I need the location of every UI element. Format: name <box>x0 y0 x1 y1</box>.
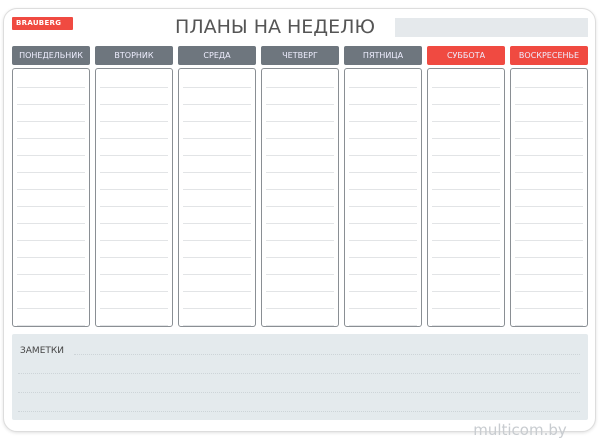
notes-line <box>18 411 580 412</box>
day-header-sunday: ВОСКРЕСЕНЬЕ <box>510 46 588 65</box>
notes-line <box>18 392 580 393</box>
notes-line <box>74 354 580 355</box>
brand-logo: BRAUBERG <box>12 17 73 30</box>
day-column-tuesday[interactable] <box>95 68 173 327</box>
page-title: ПЛАНЫ НА НЕДЕЛЮ <box>175 16 375 38</box>
notes-line <box>18 373 580 374</box>
date-field[interactable] <box>395 18 588 37</box>
day-header-friday: ПЯТНИЦА <box>344 46 422 65</box>
day-header-thursday: ЧЕТВЕРГ <box>261 46 339 65</box>
day-column-thursday[interactable] <box>261 68 339 327</box>
day-header-wednesday: СРЕДА <box>178 46 256 65</box>
notes-area[interactable]: ЗАМЕТКИ <box>12 334 588 420</box>
day-column-monday[interactable] <box>12 68 90 327</box>
notes-label: ЗАМЕТКИ <box>20 346 64 356</box>
day-column-friday[interactable] <box>344 68 422 327</box>
day-header-saturday: СУББОТА <box>427 46 505 65</box>
day-column-wednesday[interactable] <box>178 68 256 327</box>
day-column-sunday[interactable] <box>510 68 588 327</box>
day-column-saturday[interactable] <box>427 68 505 327</box>
day-header-tuesday: ВТОРНИК <box>95 46 173 65</box>
watermark: multicom.by <box>473 421 567 439</box>
day-header-monday: ПОНЕДЕЛЬНИК <box>12 46 90 65</box>
